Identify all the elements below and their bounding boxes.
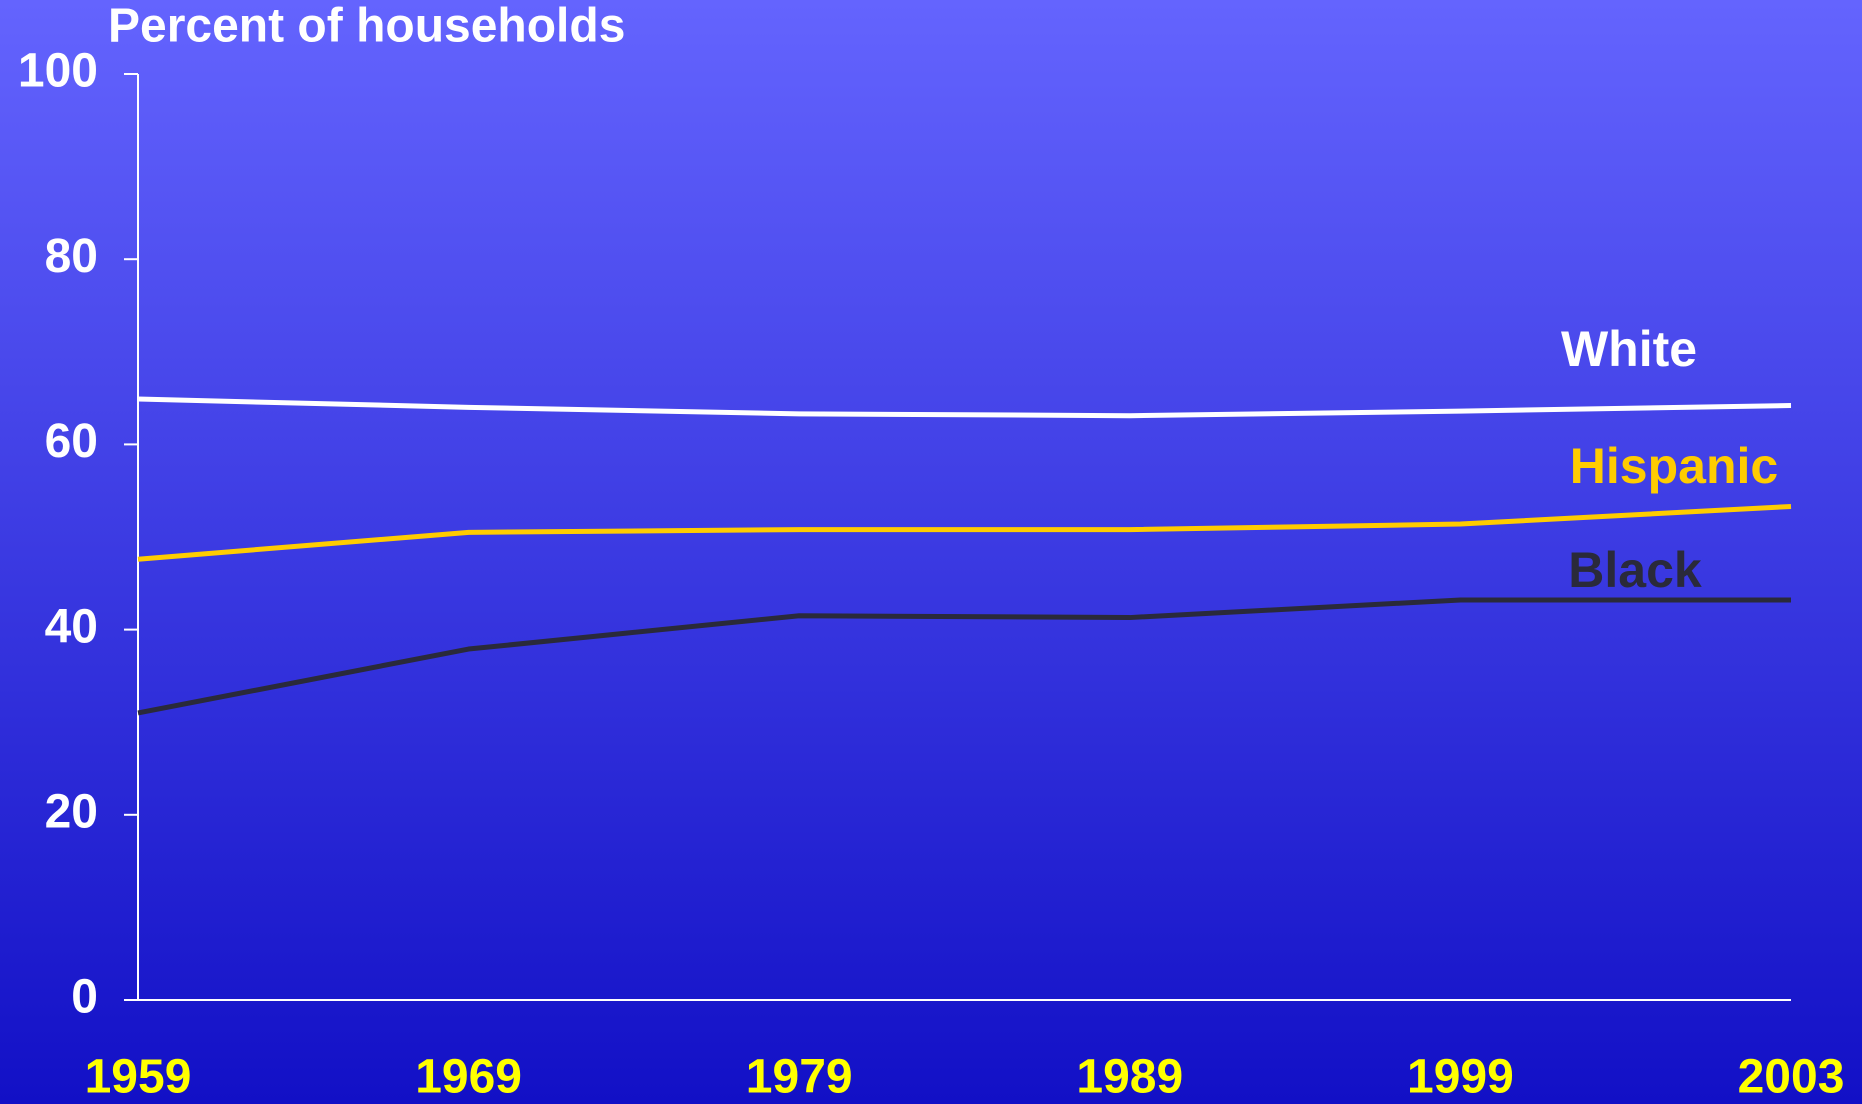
series-label: Hispanic: [1570, 438, 1778, 494]
y-tick-label: 0: [71, 971, 98, 1024]
series-label: White: [1561, 321, 1697, 377]
series-line: [137, 503, 1792, 562]
y-tick-label: 40: [45, 600, 98, 653]
series-line: [137, 597, 1791, 716]
y-tick-label: 100: [18, 45, 98, 98]
x-tick-label: 1969: [415, 1051, 522, 1104]
series-label: Black: [1568, 542, 1702, 598]
x-tick-label: 1999: [1407, 1051, 1514, 1104]
x-tick-label: 1959: [85, 1051, 192, 1104]
series-line: [137, 396, 1792, 419]
y-tick-label: 80: [45, 230, 98, 283]
chart-title: Percent of households: [108, 0, 625, 53]
y-tick-label: 20: [45, 785, 98, 838]
x-tick-label: 2003: [1738, 1051, 1845, 1104]
y-tick-label: 60: [45, 415, 98, 468]
x-tick-label: 1989: [1076, 1051, 1183, 1104]
x-tick-label: 1979: [746, 1051, 853, 1104]
